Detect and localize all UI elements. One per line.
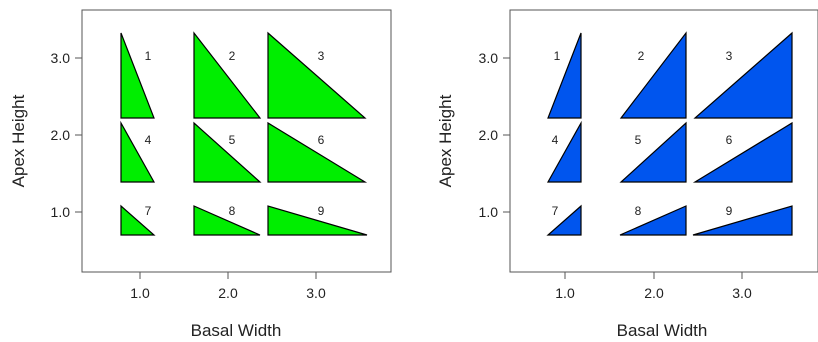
left-triangle-label: 2 bbox=[229, 49, 236, 63]
left-ytick-label: 1.0 bbox=[51, 204, 71, 220]
right-triangle-2 bbox=[619, 31, 687, 119]
left-triangle-label: 9 bbox=[318, 204, 325, 218]
right-triangle-label: 7 bbox=[552, 204, 559, 218]
left-triangle-3 bbox=[267, 31, 367, 119]
right-triangle-7 bbox=[546, 204, 582, 236]
left-triangle-5 bbox=[193, 121, 262, 183]
right-triangle-label: 2 bbox=[638, 49, 645, 63]
left-ytick-label: 2.0 bbox=[51, 127, 71, 143]
right-triangle-6 bbox=[692, 121, 793, 183]
left-x-axis-title: Basal Width bbox=[191, 321, 282, 340]
left-triangle-9 bbox=[267, 205, 368, 236]
left-triangle-label: 3 bbox=[318, 49, 325, 63]
left-triangle-label: 4 bbox=[145, 133, 152, 147]
right-xtick-label: 2.0 bbox=[644, 285, 664, 301]
right-triangle-label: 4 bbox=[552, 133, 559, 147]
right-triangle-label: 5 bbox=[635, 133, 642, 147]
left-ytick-label: 3.0 bbox=[51, 50, 71, 66]
left-xtick-label: 1.0 bbox=[130, 285, 150, 301]
right-xtick-label: 3.0 bbox=[732, 285, 752, 301]
right-triangle-1 bbox=[547, 32, 582, 119]
right-triangle-label: 1 bbox=[554, 49, 561, 63]
right-triangle-8 bbox=[619, 205, 687, 236]
right-ytick-label: 3.0 bbox=[479, 50, 499, 66]
left-triangle-4 bbox=[120, 120, 156, 183]
right-triangle-9 bbox=[692, 205, 793, 236]
right-x-axis-title: Basal Width bbox=[617, 321, 708, 340]
right-triangle-4 bbox=[546, 120, 582, 183]
left-triangle-label: 6 bbox=[318, 133, 325, 147]
right-triangle-label: 3 bbox=[726, 49, 733, 63]
left-triangle-label: 5 bbox=[229, 133, 236, 147]
right-triangle-label: 6 bbox=[726, 133, 733, 147]
right-ytick-label: 1.0 bbox=[479, 204, 499, 220]
left-triangle-8 bbox=[193, 205, 261, 236]
left-triangle-6 bbox=[267, 121, 368, 183]
left-xtick-label: 3.0 bbox=[306, 285, 326, 301]
right-triangle-label: 8 bbox=[635, 204, 642, 218]
left-panel: 3.0 2.0 1.0 1.0 2.0 3.0 Basal Width Apex… bbox=[9, 9, 392, 340]
left-y-axis-title: Apex Height bbox=[9, 94, 28, 187]
left-triangle-7 bbox=[120, 204, 156, 236]
left-xtick-label: 2.0 bbox=[218, 285, 238, 301]
left-triangle-label: 7 bbox=[145, 204, 152, 218]
right-y-axis-title: Apex Height bbox=[436, 94, 455, 187]
left-triangle-1 bbox=[120, 32, 155, 119]
right-xtick-label: 1.0 bbox=[555, 285, 575, 301]
right-panel: 3.0 2.0 1.0 1.0 2.0 3.0 Basal Width Apex… bbox=[436, 9, 818, 340]
right-triangle-3 bbox=[693, 31, 793, 119]
right-triangle-5 bbox=[619, 121, 687, 183]
left-triangle-2 bbox=[193, 31, 262, 119]
right-ytick-label: 2.0 bbox=[479, 127, 499, 143]
left-triangle-label: 8 bbox=[229, 204, 236, 218]
left-triangle-label: 1 bbox=[145, 49, 152, 63]
right-triangle-label: 9 bbox=[726, 204, 733, 218]
